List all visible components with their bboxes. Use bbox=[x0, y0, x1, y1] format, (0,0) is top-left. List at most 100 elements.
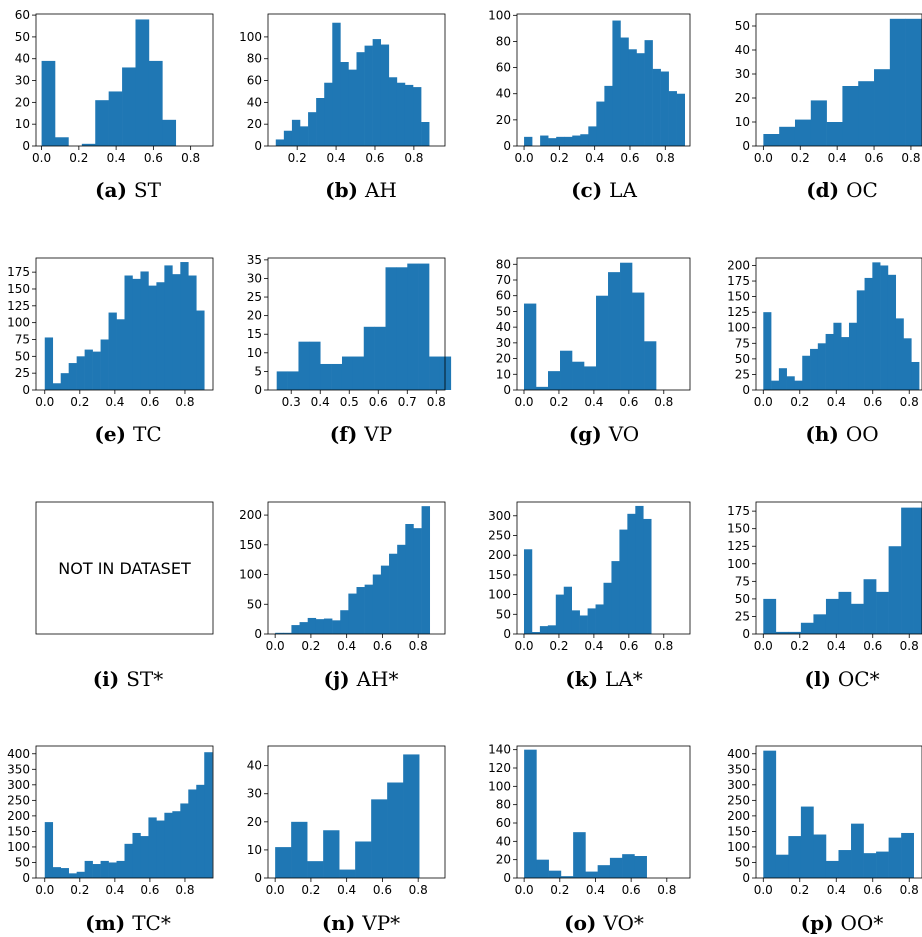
ytick-label-m-8: 400 bbox=[7, 747, 30, 761]
caption-text-p: OO* bbox=[841, 911, 884, 935]
xtick-label-l-4: 0.8 bbox=[900, 639, 919, 653]
caption-label-p: (p) bbox=[801, 911, 841, 935]
bar-b-6 bbox=[324, 82, 333, 146]
bar-c-7 bbox=[580, 134, 589, 146]
ytick-label-g-2: 20 bbox=[496, 352, 511, 366]
bar-k-5 bbox=[563, 586, 572, 634]
caption-label-a: (a) bbox=[95, 178, 134, 202]
axes-frame-j bbox=[267, 501, 446, 635]
ytick-label-e-7: 175 bbox=[7, 265, 30, 279]
ytick-label-e-6: 150 bbox=[7, 282, 30, 296]
xtick-label-n-1: 0.2 bbox=[301, 883, 320, 897]
bar-k-0 bbox=[523, 549, 533, 634]
ytick-label-p-7: 350 bbox=[727, 762, 750, 776]
bar-h-8 bbox=[825, 333, 834, 390]
bar-m-19 bbox=[196, 784, 205, 878]
bar-g-5 bbox=[584, 366, 597, 390]
bar-m-12 bbox=[140, 836, 149, 878]
bar-o-7 bbox=[609, 857, 623, 878]
xtick-label-c-2: 0.4 bbox=[585, 151, 604, 165]
bar-j-2 bbox=[291, 625, 300, 634]
bar-e-15 bbox=[164, 265, 173, 390]
bar-j-5 bbox=[315, 619, 325, 634]
bar-g-4 bbox=[572, 361, 585, 390]
ytick-label-n-3: 30 bbox=[247, 787, 262, 801]
bar-j-6 bbox=[323, 618, 333, 634]
bar-e-6 bbox=[92, 351, 101, 390]
bar-d-6 bbox=[858, 81, 875, 146]
bar-k-2 bbox=[539, 626, 549, 634]
bars-d bbox=[763, 18, 922, 146]
bar-h-6 bbox=[810, 348, 819, 390]
bar-b-16 bbox=[404, 84, 414, 146]
bar-l-2 bbox=[788, 631, 802, 634]
bar-m-6 bbox=[92, 864, 101, 878]
bar-b-11 bbox=[364, 45, 373, 146]
bar-c-4 bbox=[556, 136, 565, 146]
bar-h-14 bbox=[872, 262, 881, 390]
ytick-label-b-3: 60 bbox=[247, 74, 262, 88]
ytick-label-a-4: 40 bbox=[15, 52, 30, 66]
bar-f-11 bbox=[396, 267, 408, 390]
bar-f-7 bbox=[352, 356, 365, 390]
ytick-label-o-7: 140 bbox=[488, 743, 511, 757]
caption-label-f: (f) bbox=[330, 422, 365, 446]
ytick-label-d-3: 30 bbox=[735, 67, 750, 81]
ytick-label-m-5: 250 bbox=[7, 793, 30, 807]
panel-b: (b) AH 0.2 0.4 0.6 0.8 0 20 40 60 80 100 bbox=[239, 13, 446, 202]
ytick-label-m-2: 100 bbox=[7, 840, 30, 854]
bar-l-12 bbox=[913, 507, 922, 634]
ytick-label-o-3: 60 bbox=[496, 816, 511, 830]
bar-l-7 bbox=[851, 603, 864, 634]
bar-f-2 bbox=[298, 341, 310, 390]
xtick-label-a-0: 0.0 bbox=[32, 151, 51, 165]
caption-b: (b) AH bbox=[325, 178, 397, 202]
caption-label-b: (b) bbox=[325, 178, 365, 202]
ytick-label-l-7: 175 bbox=[727, 504, 750, 518]
bar-k-15 bbox=[643, 518, 652, 634]
bar-h-3 bbox=[786, 376, 795, 390]
ytick-label-g-8: 80 bbox=[496, 257, 511, 271]
panel-o: (o) VO* 0.0 0.2 0.4 0.6 0.8 0 20 40 60 80 100 120 140 bbox=[488, 743, 691, 935]
bar-j-13 bbox=[380, 565, 390, 634]
xtick-label-e-4: 0.8 bbox=[175, 395, 194, 409]
ytick-label-f-5: 25 bbox=[247, 290, 262, 304]
bar-b-7 bbox=[332, 22, 341, 146]
bar-o-6 bbox=[597, 865, 611, 878]
xtick-label-k-4: 0.8 bbox=[654, 639, 673, 653]
xtick-label-g-2: 0.4 bbox=[584, 395, 603, 409]
bar-k-11 bbox=[611, 561, 620, 634]
bar-b-9 bbox=[348, 69, 357, 146]
bar-d-8 bbox=[889, 18, 906, 146]
xtick-label-e-1: 0.2 bbox=[70, 395, 89, 409]
ytick-label-a-2: 20 bbox=[15, 95, 30, 109]
bar-b-3 bbox=[299, 126, 309, 146]
xtick-label-a-3: 0.6 bbox=[144, 151, 163, 165]
ytick-label-h-3: 75 bbox=[735, 336, 750, 350]
bar-k-4 bbox=[555, 594, 565, 634]
xtick-label-m-2: 0.4 bbox=[105, 883, 124, 897]
axes-frame-e bbox=[35, 257, 214, 391]
xtick-label-g-0: 0.0 bbox=[514, 395, 533, 409]
bar-m-9 bbox=[116, 860, 125, 878]
panel-e: (e) TC 0.0 0.2 0.4 0.6 0.8 0 25 50 75 100 125 150 175 bbox=[7, 257, 214, 446]
bar-f-6 bbox=[341, 356, 354, 390]
panel-j: (j) AH* 0.0 0.2 0.4 0.6 0.8 0 50 100 150 200 bbox=[239, 501, 446, 691]
bar-h-9 bbox=[833, 322, 842, 390]
bar-d-7 bbox=[874, 69, 891, 146]
caption-text-d: OC bbox=[846, 178, 878, 202]
ytick-label-a-6: 60 bbox=[15, 8, 30, 22]
ytick-label-g-6: 60 bbox=[496, 289, 511, 303]
xtick-label-c-1: 0.2 bbox=[550, 151, 569, 165]
ytick-label-d-1: 10 bbox=[735, 115, 750, 129]
bar-m-8 bbox=[108, 862, 117, 878]
bar-h-13 bbox=[864, 277, 873, 390]
bar-f-10 bbox=[385, 267, 397, 390]
bar-g-1 bbox=[535, 386, 549, 390]
ytick-label-f-4: 20 bbox=[247, 309, 262, 323]
bar-o-9 bbox=[634, 856, 647, 878]
caption-d: (d) OC bbox=[806, 178, 878, 202]
bar-p-4 bbox=[813, 834, 827, 878]
